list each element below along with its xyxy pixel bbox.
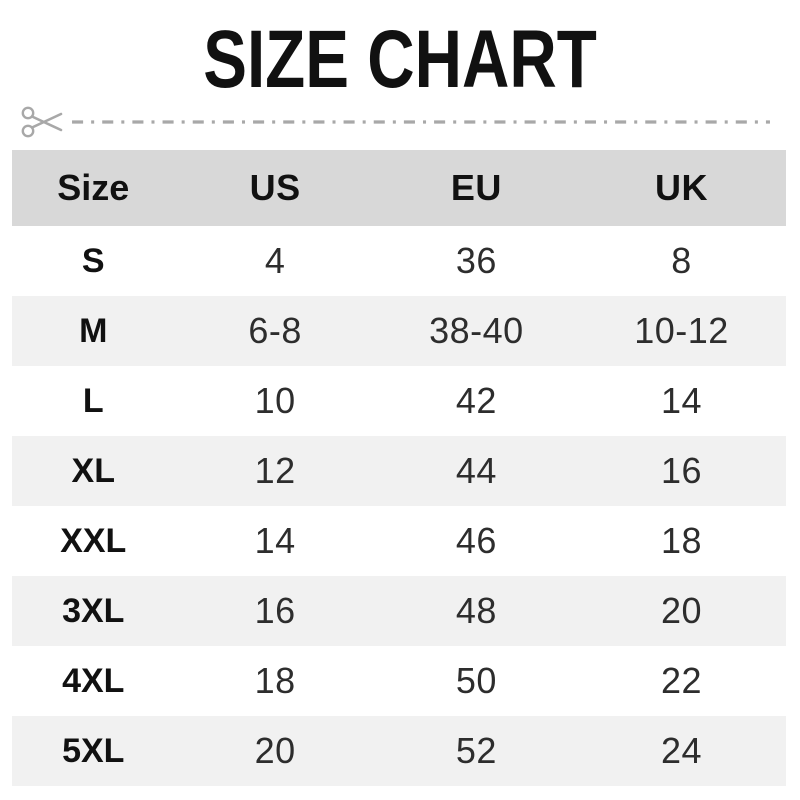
- size-label: M: [79, 311, 108, 350]
- table-row-3xl: 3XL 16 48 20: [12, 576, 786, 646]
- us-value: 14: [254, 520, 296, 561]
- eu-value: 42: [455, 380, 497, 421]
- uk-value: 16: [660, 450, 702, 491]
- column-header-us: US: [249, 167, 301, 208]
- eu-value: 44: [455, 450, 497, 491]
- us-value: 16: [254, 590, 296, 631]
- column-header-eu: EU: [450, 167, 502, 208]
- table-row-4xl: 4XL 18 50 22: [12, 646, 786, 716]
- us-value: 10: [254, 380, 296, 421]
- uk-value: 18: [660, 520, 702, 561]
- size-label: L: [82, 381, 104, 420]
- table-row-s: S 4 36 8: [12, 226, 786, 296]
- uk-value: 8: [671, 240, 692, 281]
- uk-value: 22: [660, 660, 702, 701]
- eu-value: 46: [455, 520, 497, 561]
- size-label: 4XL: [62, 661, 125, 700]
- eu-value: 36: [455, 240, 497, 281]
- size-label: XL: [71, 451, 115, 490]
- size-label: 3XL: [62, 591, 125, 630]
- size-label: S: [81, 241, 105, 280]
- uk-value: 14: [660, 380, 702, 421]
- uk-value: 10-12: [634, 310, 729, 351]
- size-table: Size US EU UK S 4 36 8 M 6-8 38-40 10-12…: [12, 150, 786, 786]
- uk-value: 20: [660, 590, 702, 631]
- table-row-xl: XL 12 44 16: [12, 436, 786, 506]
- column-header-uk: UK: [654, 167, 708, 208]
- size-label: 5XL: [62, 731, 125, 770]
- table-row-l: L 10 42 14: [12, 366, 786, 436]
- table-row-m: M 6-8 38-40 10-12: [12, 296, 786, 366]
- uk-value: 24: [660, 730, 702, 771]
- us-value: 4: [264, 240, 286, 281]
- scissors-icon: [21, 106, 63, 138]
- page-title: SIZE CHART: [203, 14, 597, 105]
- us-value: 6-8: [248, 310, 302, 351]
- us-value: 12: [254, 450, 296, 491]
- eu-value: 52: [455, 730, 497, 771]
- column-header-size: Size: [57, 167, 130, 208]
- cut-line: [20, 104, 776, 140]
- eu-value: 50: [455, 660, 497, 701]
- dashed-cut-line: [72, 120, 770, 124]
- table-header-row: Size US EU UK: [12, 150, 786, 226]
- eu-value: 48: [455, 590, 497, 631]
- us-value: 18: [254, 660, 296, 701]
- table-row-5xl: 5XL 20 52 24: [12, 716, 786, 786]
- table-row-xxl: XXL 14 46 18: [12, 506, 786, 576]
- us-value: 20: [254, 730, 296, 771]
- size-label: XXL: [60, 521, 127, 560]
- eu-value: 38-40: [429, 310, 524, 351]
